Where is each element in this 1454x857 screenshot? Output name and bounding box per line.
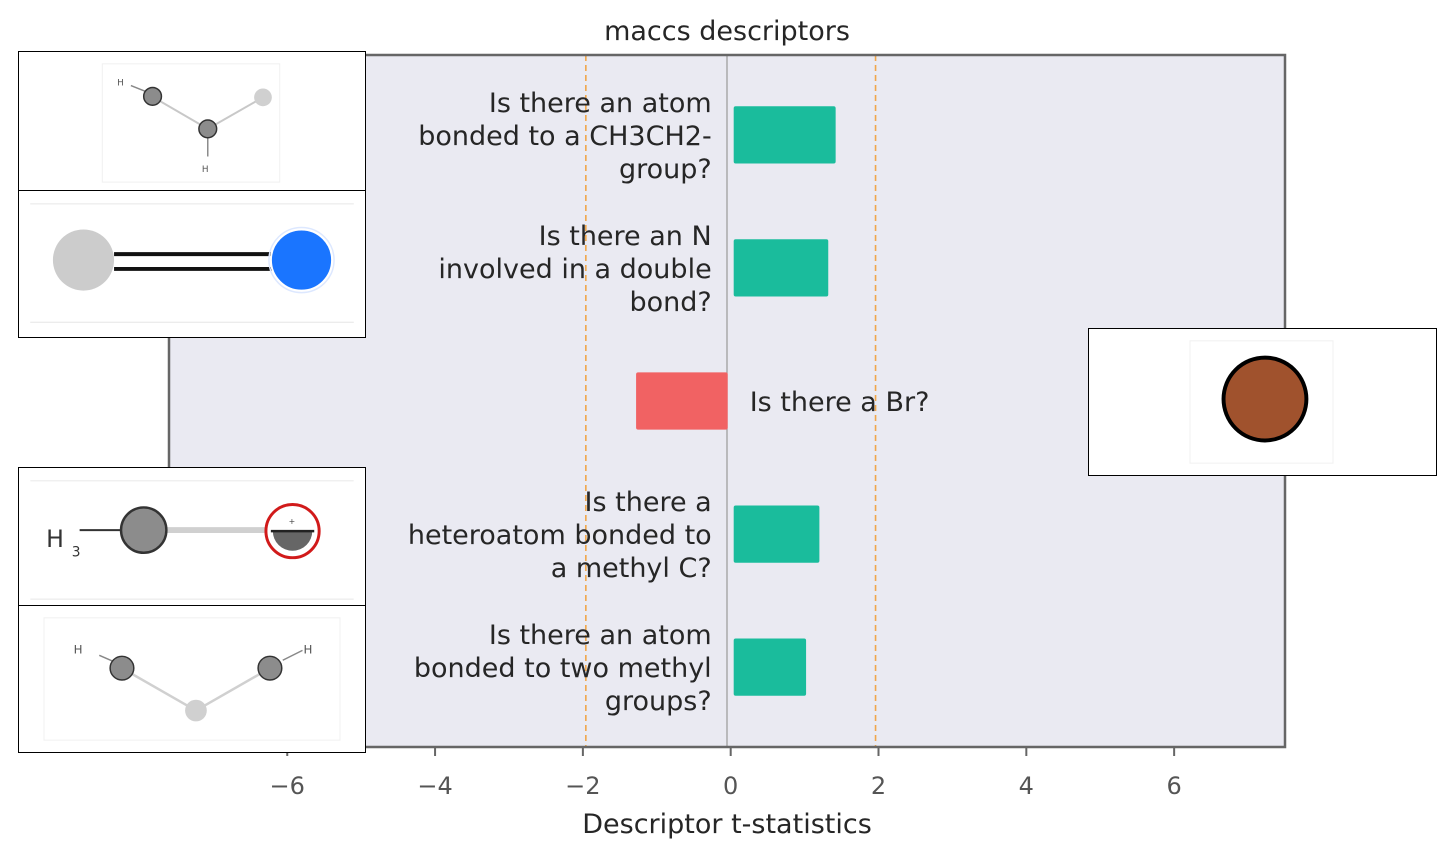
nitrogen-double-bond-molecule-icon — [30, 203, 354, 323]
chart-title: maccs descriptors — [604, 16, 850, 47]
bromine-atom-icon — [1189, 340, 1334, 464]
thumbnail-methyl-heteroatom: H 3 + — [18, 467, 366, 607]
svg-text:H: H — [202, 165, 209, 175]
thumbnail-bromine — [1088, 328, 1437, 476]
category-label: Is there a Br? — [750, 387, 930, 418]
x-tick-label: −2 — [565, 772, 600, 800]
svg-text:H: H — [46, 525, 64, 553]
thumbnail-two-methyl: H H — [18, 605, 366, 753]
x-tick-label: −6 — [270, 772, 305, 800]
bar — [733, 239, 829, 297]
ethyl-group-molecule-icon: H H — [101, 63, 281, 183]
two-methyl-molecule-icon: H H — [43, 617, 341, 741]
svg-text:H: H — [74, 642, 83, 656]
bar — [733, 638, 807, 696]
x-tick-label: 4 — [1019, 772, 1034, 800]
x-tick-label: 0 — [723, 772, 738, 800]
svg-text:3: 3 — [72, 545, 81, 561]
x-axis-label: Descriptor t-statistics — [582, 809, 872, 840]
bar — [733, 505, 820, 563]
thumbnail-nitrogen-double-bond — [18, 190, 366, 338]
thumbnail-ethyl-group: H H — [18, 51, 366, 191]
bar — [733, 106, 836, 164]
category-label: Is there an atom bonded to a CH3CH2-group… — [418, 88, 711, 185]
svg-text:H: H — [303, 642, 312, 656]
category-label: Is there an atom bonded to two methyl grou… — [414, 620, 712, 717]
x-tick-label: 2 — [871, 772, 886, 800]
svg-text:+: + — [289, 517, 296, 526]
x-tick-label: −4 — [417, 772, 452, 800]
bar — [636, 372, 728, 430]
category-label: Is there a heteroatom bonded to a methyl C… — [408, 487, 712, 584]
methyl-heteroatom-molecule-icon: H 3 + — [30, 480, 354, 600]
svg-text:H: H — [117, 79, 124, 89]
x-tick-label: 6 — [1166, 772, 1181, 800]
